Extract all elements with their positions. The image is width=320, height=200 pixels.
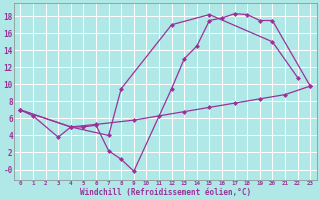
X-axis label: Windchill (Refroidissement éolien,°C): Windchill (Refroidissement éolien,°C) — [80, 188, 251, 197]
